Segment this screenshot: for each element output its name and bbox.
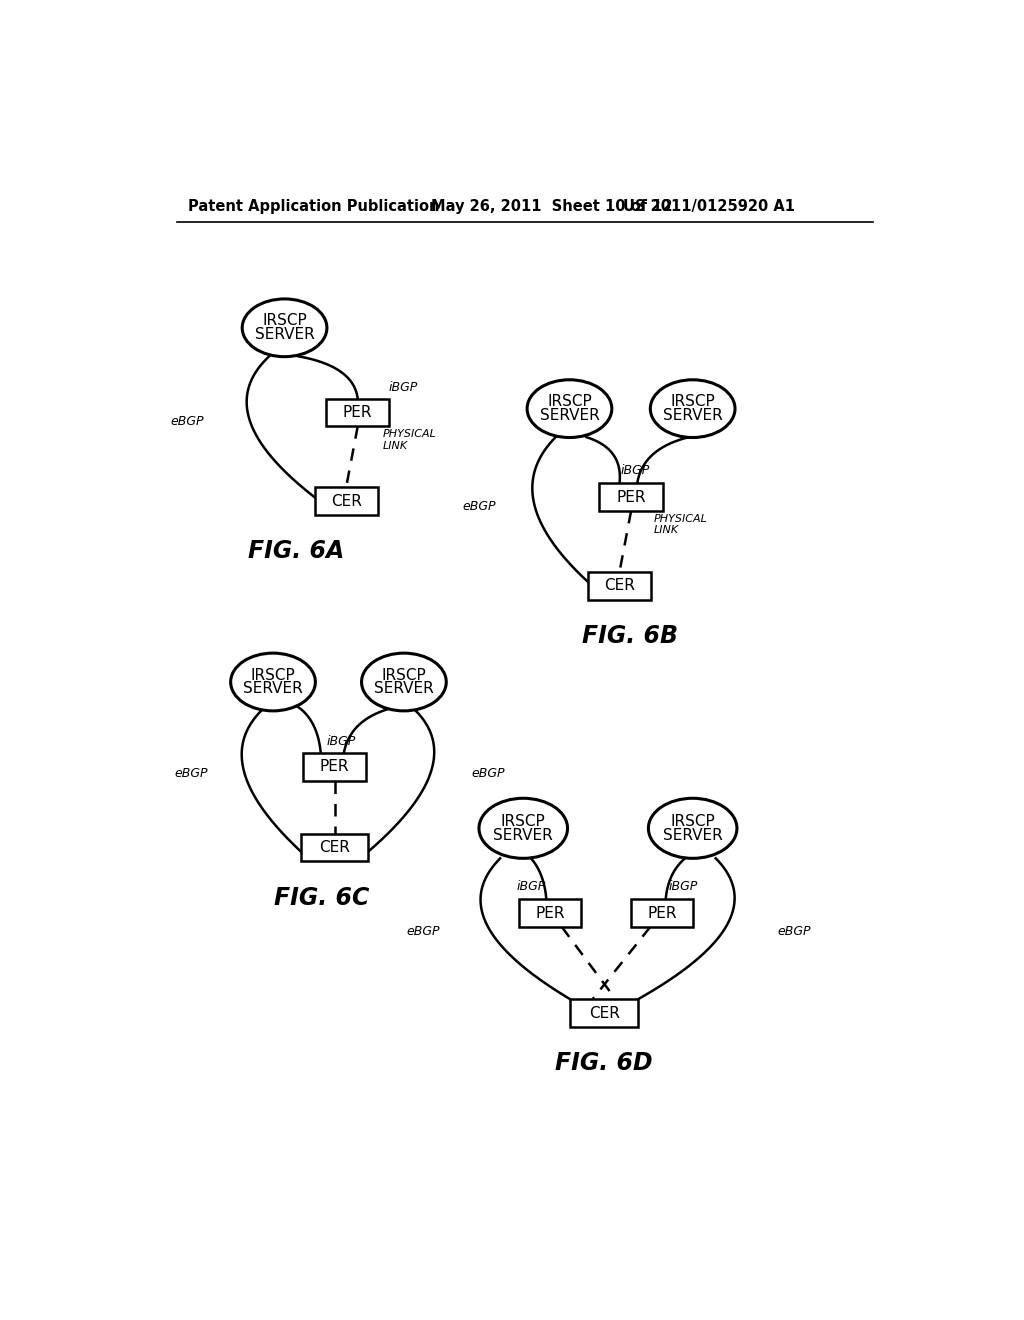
- Text: PER: PER: [647, 906, 677, 920]
- Text: IRSCP: IRSCP: [501, 814, 546, 829]
- Text: PER: PER: [616, 490, 646, 504]
- Text: Patent Application Publication: Patent Application Publication: [188, 198, 440, 214]
- FancyBboxPatch shape: [326, 399, 389, 426]
- Text: SERVER: SERVER: [243, 681, 303, 697]
- Text: SERVER: SERVER: [374, 681, 434, 697]
- FancyBboxPatch shape: [303, 752, 367, 780]
- Text: eBGP: eBGP: [463, 500, 497, 513]
- Ellipse shape: [527, 380, 611, 437]
- FancyBboxPatch shape: [570, 999, 638, 1027]
- Text: PHYSICAL: PHYSICAL: [382, 429, 436, 440]
- Text: eBGP: eBGP: [472, 767, 505, 780]
- Text: May 26, 2011  Sheet 10 of 12: May 26, 2011 Sheet 10 of 12: [431, 198, 673, 214]
- Text: iBGP: iBGP: [388, 381, 418, 395]
- Text: CER: CER: [331, 494, 361, 508]
- Text: CER: CER: [319, 840, 350, 855]
- Text: SERVER: SERVER: [663, 408, 723, 424]
- FancyBboxPatch shape: [588, 572, 651, 599]
- Text: CER: CER: [589, 1006, 620, 1020]
- Text: SERVER: SERVER: [255, 327, 314, 342]
- FancyBboxPatch shape: [599, 483, 663, 511]
- FancyBboxPatch shape: [631, 899, 692, 927]
- Text: US 2011/0125920 A1: US 2011/0125920 A1: [624, 198, 796, 214]
- Text: IRSCP: IRSCP: [251, 668, 295, 682]
- Ellipse shape: [648, 799, 737, 858]
- Text: iBGP: iBGP: [669, 879, 698, 892]
- Text: iBGP: iBGP: [327, 735, 355, 748]
- Text: IRSCP: IRSCP: [262, 313, 307, 329]
- Text: iBGP: iBGP: [621, 463, 649, 477]
- Text: LINK: LINK: [382, 441, 408, 450]
- Text: SERVER: SERVER: [494, 828, 553, 842]
- FancyBboxPatch shape: [314, 487, 378, 515]
- Text: SERVER: SERVER: [663, 828, 723, 842]
- Text: IRSCP: IRSCP: [547, 395, 592, 409]
- Ellipse shape: [361, 653, 446, 711]
- Ellipse shape: [650, 380, 735, 437]
- Text: IRSCP: IRSCP: [671, 395, 715, 409]
- Text: IRSCP: IRSCP: [671, 814, 715, 829]
- Text: eBGP: eBGP: [174, 767, 208, 780]
- FancyBboxPatch shape: [301, 834, 369, 862]
- Text: SERVER: SERVER: [540, 408, 599, 424]
- Text: IRSCP: IRSCP: [382, 668, 426, 682]
- Text: FIG. 6A: FIG. 6A: [248, 539, 344, 564]
- Text: eBGP: eBGP: [777, 925, 811, 939]
- Ellipse shape: [479, 799, 567, 858]
- Text: CER: CER: [604, 578, 635, 593]
- Text: LINK: LINK: [653, 525, 679, 536]
- Text: PER: PER: [536, 906, 565, 920]
- Text: FIG. 6C: FIG. 6C: [273, 886, 370, 909]
- Text: FIG. 6B: FIG. 6B: [582, 624, 678, 648]
- Text: eBGP: eBGP: [170, 416, 204, 428]
- Text: PER: PER: [319, 759, 349, 775]
- Text: FIG. 6D: FIG. 6D: [555, 1051, 653, 1076]
- Ellipse shape: [230, 653, 315, 711]
- Text: iBGP: iBGP: [516, 879, 546, 892]
- Text: PHYSICAL: PHYSICAL: [653, 513, 708, 524]
- Text: eBGP: eBGP: [407, 925, 440, 939]
- Ellipse shape: [243, 298, 327, 356]
- Text: PER: PER: [343, 405, 373, 420]
- FancyBboxPatch shape: [519, 899, 581, 927]
